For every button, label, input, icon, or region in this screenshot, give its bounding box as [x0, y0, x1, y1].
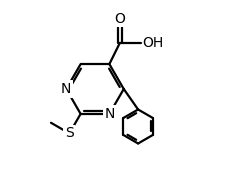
Text: N: N [61, 82, 72, 96]
Text: O: O [114, 12, 125, 26]
Text: OH: OH [142, 36, 164, 50]
Text: N: N [104, 107, 115, 121]
Text: S: S [65, 126, 74, 140]
